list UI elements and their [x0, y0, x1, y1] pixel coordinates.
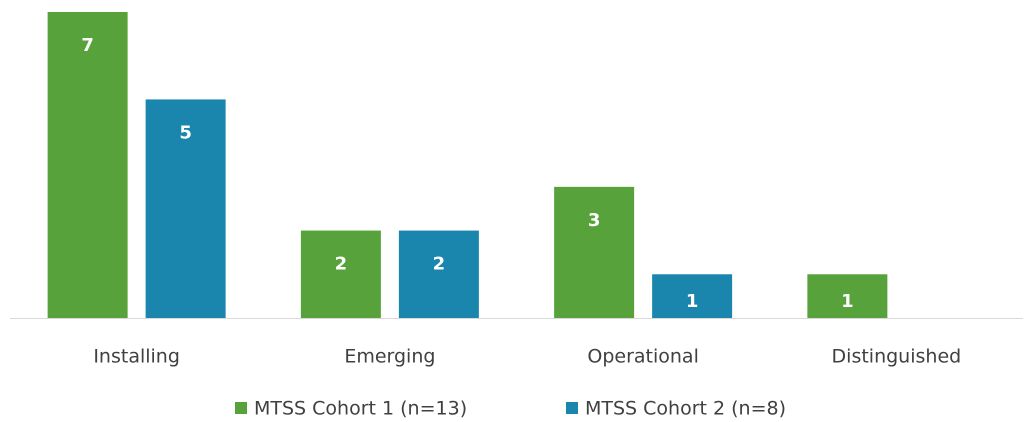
bar [47, 12, 128, 318]
legend-swatch [566, 402, 578, 414]
x-tick-label: Operational [587, 346, 698, 368]
legend-label: MTSS Cohort 2 (n=8) [585, 398, 786, 420]
data-label: 1 [686, 291, 699, 312]
x-tick-label: Installing [93, 346, 180, 368]
bar [145, 99, 226, 318]
legend-label: MTSS Cohort 1 (n=13) [254, 398, 467, 420]
data-label: 2 [335, 254, 348, 275]
bar [554, 186, 635, 318]
bar [807, 274, 888, 318]
legend-swatch [235, 402, 247, 414]
data-label: 3 [588, 210, 601, 231]
x-tick-label: Emerging [344, 346, 435, 368]
x-tick-label: Distinguished [832, 346, 962, 368]
bar [300, 230, 381, 318]
data-label: 7 [81, 35, 94, 56]
data-label: 1 [841, 291, 854, 312]
data-label: 2 [433, 254, 446, 275]
bar [652, 274, 733, 318]
bar [398, 230, 479, 318]
data-label: 5 [179, 122, 192, 143]
